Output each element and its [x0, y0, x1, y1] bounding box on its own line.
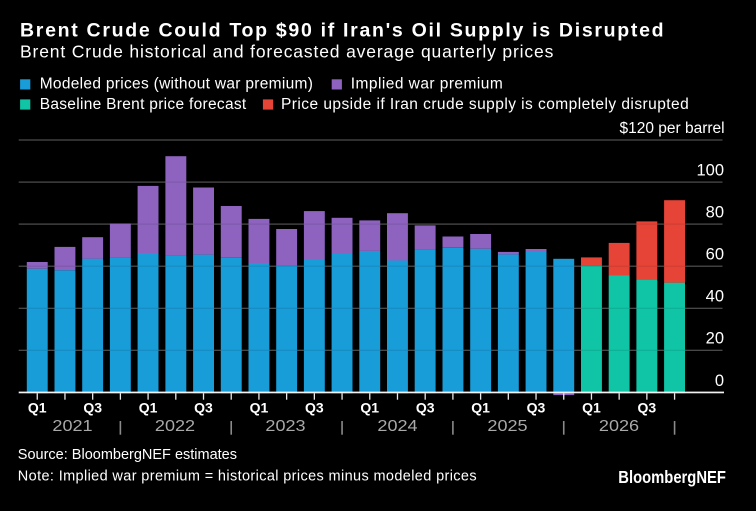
svg-text:Source: BloombergNEF estimates: Source: BloombergNEF estimates — [18, 447, 237, 463]
svg-text:100: 100 — [696, 161, 724, 179]
svg-text:Modeled prices (without war pr: Modeled prices (without war premium) — [40, 76, 314, 93]
svg-text:Price upside if Iran crude sup: Price upside if Iran crude supply is com… — [281, 96, 689, 113]
svg-text:80: 80 — [706, 204, 724, 222]
svg-text:2022: 2022 — [155, 418, 195, 435]
svg-text:Q3: Q3 — [83, 399, 102, 415]
svg-text:Baseline Brent price forecast: Baseline Brent price forecast — [40, 96, 247, 113]
svg-text:Q3: Q3 — [527, 399, 546, 415]
svg-text:60: 60 — [706, 246, 724, 264]
svg-text:40: 40 — [706, 288, 724, 306]
svg-text:Implied war premium: Implied war premium — [351, 76, 503, 93]
svg-text:0: 0 — [715, 372, 724, 390]
svg-text:Q1: Q1 — [28, 399, 47, 415]
svg-text:Q3: Q3 — [194, 399, 213, 415]
svg-text:Brent Crude historical and for: Brent Crude historical and forecasted av… — [20, 42, 554, 62]
svg-text:2021: 2021 — [52, 418, 92, 435]
svg-text:20: 20 — [706, 330, 724, 348]
svg-text:Q1: Q1 — [582, 399, 601, 415]
svg-text:Q3: Q3 — [416, 399, 435, 415]
svg-text:Q3: Q3 — [305, 399, 324, 415]
svg-text:2024: 2024 — [377, 418, 417, 435]
svg-text:Brent Crude Could Top $90 if I: Brent Crude Could Top $90 if Iran's Oil … — [20, 20, 665, 42]
svg-text:Q1: Q1 — [360, 399, 379, 415]
svg-text:$120 per barrel: $120 per barrel — [619, 120, 724, 137]
svg-text:Q1: Q1 — [139, 399, 158, 415]
svg-text:Q1: Q1 — [250, 399, 269, 415]
svg-text:2025: 2025 — [487, 418, 527, 435]
svg-text:Note: Implied war premium = hi: Note: Implied war premium = historical p… — [18, 469, 477, 485]
svg-text:2026: 2026 — [599, 418, 639, 435]
svg-text:2023: 2023 — [265, 418, 305, 435]
svg-text:Q1: Q1 — [471, 399, 490, 415]
svg-text:BloombergNEF: BloombergNEF — [618, 467, 726, 487]
svg-text:Q3: Q3 — [638, 399, 657, 415]
